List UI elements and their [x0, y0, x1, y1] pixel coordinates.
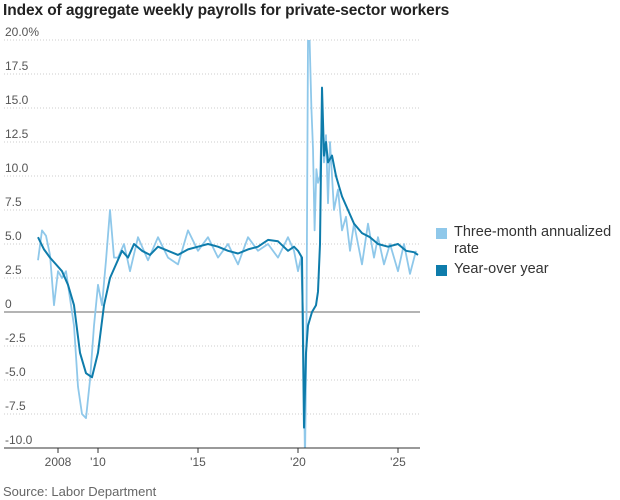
- legend-item-year-over-year: Year-over year: [436, 261, 620, 278]
- line-chart: 20.0% 17.5 15.0 12.5 10.0 7.5 5.0 2.5 0 -2.5 -5.0 -…: [4, 25, 420, 469]
- x-tick-label-1: '10: [90, 455, 106, 469]
- y-tick-label-2: 15.0: [5, 93, 29, 107]
- x-tick-label-3: '20: [290, 455, 306, 469]
- chart-title: Index of aggregate weekly payrolls for p…: [3, 2, 450, 19]
- y-tick-label-6: 5.0: [5, 229, 22, 243]
- y-tick-label-12: -10.0: [5, 433, 33, 447]
- y-tick-label-5: 7.5: [5, 195, 22, 209]
- legend-label-year-over-year: Year-over year: [454, 261, 549, 277]
- legend-swatch-three-month: [436, 228, 447, 239]
- series-lines: [37, 40, 419, 448]
- legend-label-three-month: Three-month annualized rate: [454, 224, 612, 257]
- y-tick-label-3: 12.5: [5, 127, 29, 141]
- y-tick-label-7: 2.5: [5, 263, 22, 277]
- y-axis-labels: 20.0% 17.5 15.0 12.5 10.0 7.5 5.0 2.5 0 -2.5 -5.0 -…: [5, 25, 39, 447]
- y-tick-label-9: -2.5: [5, 331, 26, 345]
- y-tick-label-4: 10.0: [5, 161, 29, 175]
- x-tick-label-2: '15: [190, 455, 206, 469]
- x-tick-label-0: 2008: [45, 455, 72, 469]
- x-tick-label-4: '25: [390, 455, 406, 469]
- x-axis: 2008 '10 '15 '20 '25: [4, 447, 420, 469]
- y-tick-label-11: -7.5: [5, 399, 26, 413]
- legend-item-three-month: Three-month annualized rate: [436, 224, 620, 258]
- series-year-over-year-line: [37, 86, 419, 429]
- legend: Three-month annualized rate Year-over ye…: [436, 224, 620, 281]
- source-note: Source: Labor Department: [3, 484, 157, 499]
- y-tick-label-8: 0: [5, 297, 12, 311]
- legend-swatch-year-over-year: [436, 265, 447, 276]
- y-tick-label-1: 17.5: [5, 59, 29, 73]
- y-tick-label-10: -5.0: [5, 365, 26, 379]
- y-tick-label-0: 20.0%: [5, 25, 39, 39]
